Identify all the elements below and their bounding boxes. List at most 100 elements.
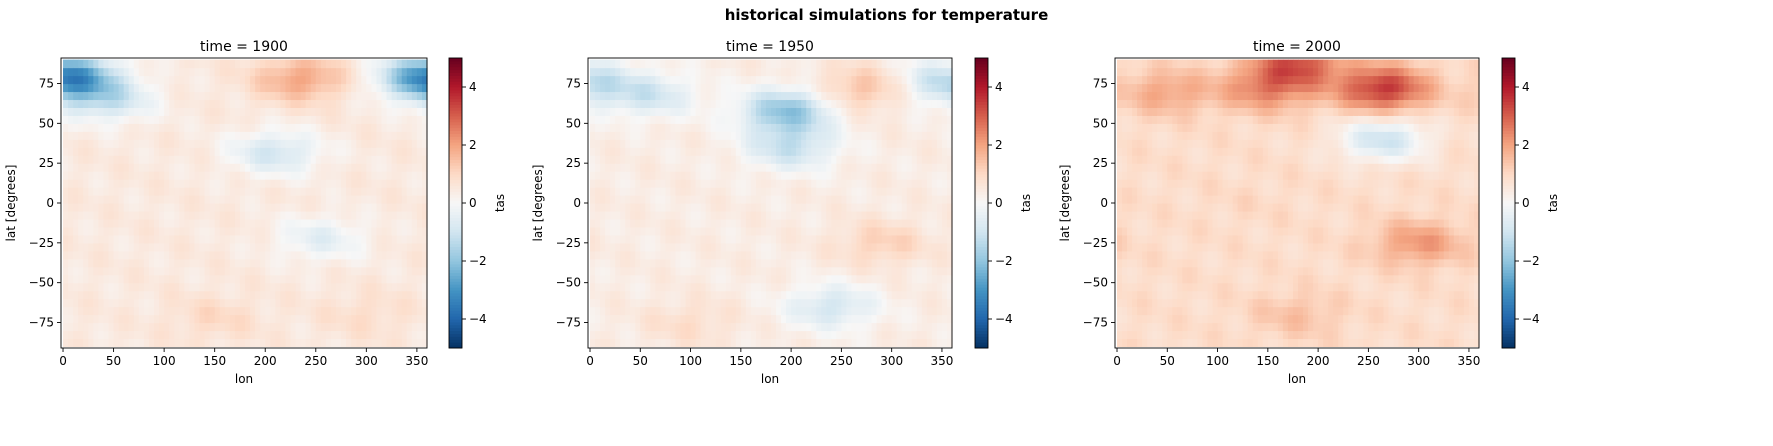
heatmap-cell bbox=[88, 115, 94, 124]
heatmap-cell bbox=[776, 91, 782, 101]
heatmap-cell bbox=[336, 306, 342, 316]
heatmap-cell bbox=[310, 226, 317, 236]
heatmap-cell bbox=[796, 75, 802, 85]
heatmap-cell bbox=[280, 314, 287, 324]
heatmap-cell bbox=[361, 123, 367, 132]
heatmap-cell bbox=[234, 195, 241, 204]
heatmap-cell bbox=[675, 266, 682, 276]
heatmap-cell bbox=[245, 258, 251, 268]
heatmap-cell bbox=[118, 67, 125, 77]
heatmap-cell bbox=[745, 242, 752, 252]
heatmap-cell bbox=[735, 266, 742, 276]
heatmap-cell bbox=[63, 131, 69, 140]
heatmap-cell bbox=[625, 314, 631, 324]
heatmap-cell bbox=[861, 298, 868, 308]
heatmap-cell bbox=[234, 163, 241, 172]
heatmap-cell bbox=[836, 203, 842, 212]
heatmap-cell bbox=[765, 131, 772, 140]
heatmap-cell bbox=[361, 330, 367, 340]
colorbar-segment bbox=[449, 211, 462, 216]
heatmap-cell bbox=[83, 290, 89, 300]
heatmap-cell bbox=[189, 298, 196, 308]
heatmap-cell bbox=[164, 91, 170, 101]
heatmap-cell bbox=[290, 139, 297, 148]
heatmap-cell bbox=[876, 115, 883, 124]
heatmap-cell bbox=[705, 242, 712, 252]
heatmap-cell bbox=[416, 226, 423, 236]
heatmap-cell bbox=[730, 322, 737, 332]
heatmap-cell bbox=[123, 203, 130, 212]
heatmap-cell bbox=[605, 226, 611, 236]
heatmap-cell bbox=[159, 226, 165, 236]
heatmap-cell bbox=[143, 67, 150, 77]
heatmap-cell bbox=[755, 290, 762, 300]
heatmap-cell bbox=[685, 195, 692, 204]
heatmap-cell bbox=[801, 250, 807, 260]
heatmap-cell bbox=[816, 59, 822, 69]
heatmap-cell bbox=[665, 187, 672, 196]
heatmap-cell bbox=[625, 290, 631, 300]
heatmap-cell bbox=[635, 75, 641, 85]
heatmap-cell bbox=[73, 306, 79, 316]
heatmap-cell bbox=[645, 258, 651, 268]
heatmap-cell bbox=[816, 115, 822, 124]
heatmap-cell bbox=[285, 274, 292, 284]
heatmap-cell bbox=[396, 171, 403, 180]
heatmap-cell bbox=[610, 330, 616, 340]
heatmap-cell bbox=[260, 163, 266, 172]
heatmap-cell bbox=[705, 131, 712, 140]
heatmap-cell bbox=[346, 99, 352, 108]
heatmap-cell bbox=[148, 131, 155, 140]
heatmap-cell bbox=[786, 179, 792, 188]
heatmap-cell bbox=[745, 218, 752, 228]
heatmap-cell bbox=[88, 314, 94, 324]
heatmap-cell bbox=[406, 107, 413, 116]
heatmap-cell bbox=[341, 115, 347, 124]
heatmap-cell bbox=[93, 147, 100, 156]
heatmap-cell bbox=[881, 123, 888, 132]
heatmap-cell bbox=[260, 139, 266, 148]
heatmap-cell bbox=[791, 163, 797, 172]
heatmap-cell bbox=[290, 226, 297, 236]
heatmap-cell bbox=[635, 163, 641, 172]
heatmap-cell bbox=[290, 195, 297, 204]
heatmap-cell bbox=[846, 75, 853, 85]
heatmap-cell bbox=[255, 330, 261, 340]
heatmap-cell bbox=[765, 123, 772, 132]
colorbar-segment bbox=[449, 95, 462, 100]
heatmap-cell bbox=[896, 210, 903, 220]
heatmap-cell bbox=[270, 99, 276, 108]
heatmap-cell bbox=[600, 107, 606, 116]
heatmap-cell bbox=[901, 163, 908, 172]
heatmap-cell bbox=[174, 338, 180, 348]
heatmap-cell bbox=[886, 179, 893, 188]
heatmap-cell bbox=[615, 107, 621, 116]
heatmap-cell bbox=[148, 282, 155, 292]
heatmap-cell bbox=[595, 218, 601, 228]
heatmap-cell bbox=[113, 107, 120, 116]
heatmap-cell bbox=[411, 195, 418, 204]
heatmap-cell bbox=[610, 187, 616, 196]
heatmap-cell bbox=[665, 83, 672, 93]
colorbar-segment bbox=[449, 66, 462, 71]
heatmap-cell bbox=[204, 91, 211, 101]
heatmap-cell bbox=[640, 306, 646, 316]
heatmap-cell bbox=[740, 226, 747, 236]
heatmap-cell bbox=[356, 250, 362, 260]
heatmap-cell bbox=[295, 147, 302, 156]
heatmap-cell bbox=[148, 59, 155, 69]
heatmap-cell bbox=[239, 99, 246, 108]
heatmap-cell bbox=[113, 171, 120, 180]
heatmap-cell bbox=[406, 322, 413, 332]
heatmap-cell bbox=[280, 195, 287, 204]
heatmap-cell bbox=[801, 338, 807, 348]
heatmap-cell bbox=[234, 115, 241, 124]
heatmap-cell bbox=[786, 242, 792, 252]
heatmap-cell bbox=[740, 274, 747, 284]
heatmap-cell bbox=[341, 298, 347, 308]
heatmap-cell bbox=[841, 91, 848, 101]
heatmap-cell bbox=[650, 274, 656, 284]
heatmap-cell bbox=[133, 242, 140, 252]
heatmap-cell bbox=[836, 123, 842, 132]
heatmap-cell bbox=[675, 83, 682, 93]
